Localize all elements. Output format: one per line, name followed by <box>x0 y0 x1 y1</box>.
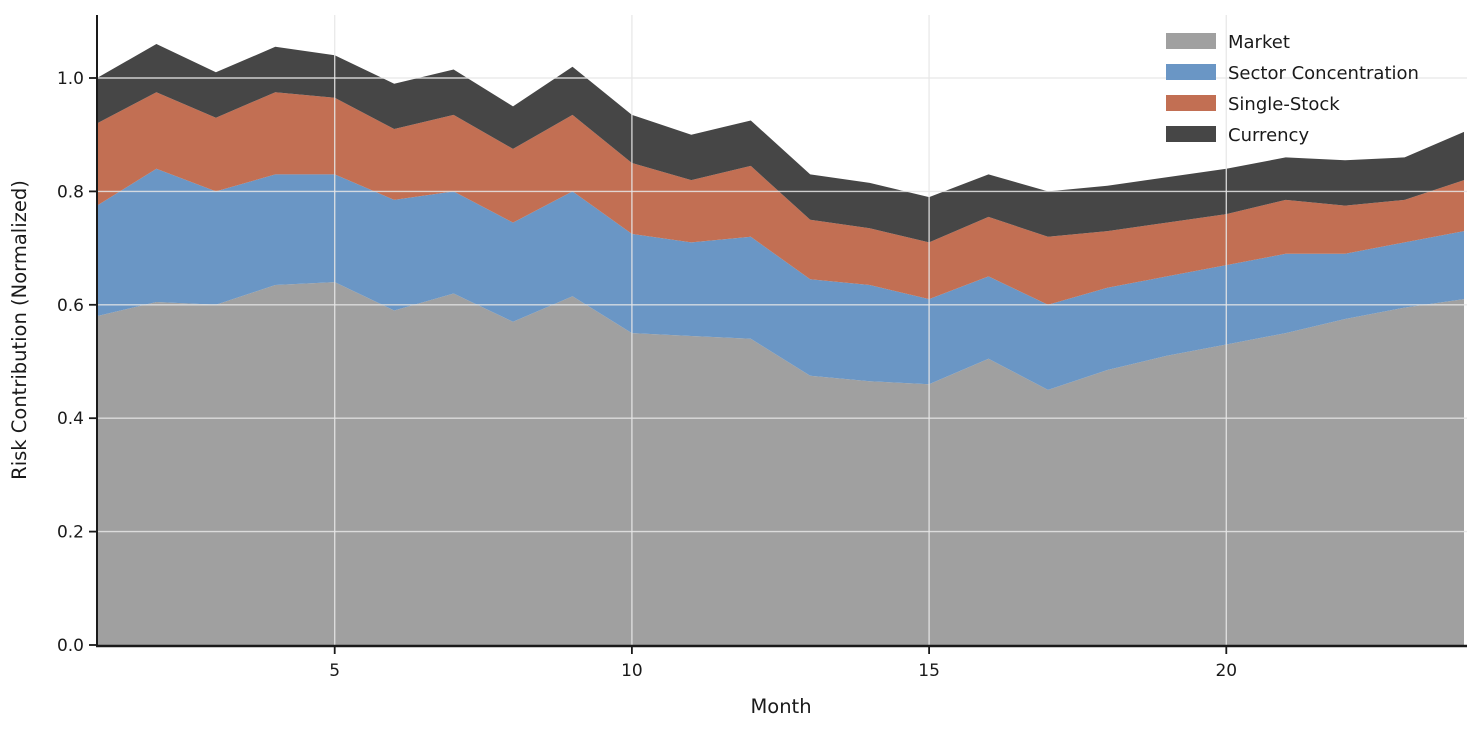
y-axis-label: Risk Contribution (Normalized) <box>8 180 31 480</box>
gridlines <box>97 15 1467 646</box>
legend-label-sector-concentration: Sector Concentration <box>1228 63 1419 84</box>
sector-concentration-swatch-icon <box>1166 64 1216 80</box>
y-tick-label: 0.6 <box>57 296 84 316</box>
currency-swatch-icon <box>1166 126 1216 142</box>
y-tick-label: 0.8 <box>57 182 84 202</box>
single-stock-area <box>97 92 1464 305</box>
tick-labels: 0.0 0.2 0.4 0.6 0.8 1.0 5 10 15 20 <box>57 69 1237 681</box>
y-tick-label: 0.0 <box>57 636 84 656</box>
currency-area <box>97 44 1464 243</box>
y-tick-label: 0.2 <box>57 523 84 543</box>
legend-item-single-stock: Single-Stock <box>1166 94 1340 115</box>
tick-marks <box>89 77 1228 654</box>
legend-item-sector-concentration: Sector Concentration <box>1166 63 1419 84</box>
axis-spines <box>96 15 1467 648</box>
market-area <box>97 282 1464 645</box>
area-layers <box>97 44 1464 645</box>
sector-concentration-area <box>97 168 1464 390</box>
y-tick-label: 1.0 <box>57 69 84 89</box>
market-swatch-icon <box>1166 33 1216 49</box>
x-tick-label: 10 <box>621 661 643 681</box>
legend-item-market: Market <box>1166 32 1290 53</box>
x-tick-label: 5 <box>329 661 340 681</box>
x-axis-label: Month <box>750 695 811 718</box>
legend-label-currency: Currency <box>1228 125 1309 146</box>
legend: Market Sector Concentration Single-Stock… <box>1166 32 1419 146</box>
x-tick-label: 15 <box>918 661 940 681</box>
single-stock-swatch-icon <box>1166 95 1216 111</box>
legend-label-single-stock: Single-Stock <box>1228 94 1340 115</box>
legend-item-currency: Currency <box>1166 125 1309 146</box>
x-tick-label: 20 <box>1215 661 1237 681</box>
y-tick-label: 0.4 <box>57 409 84 429</box>
legend-label-market: Market <box>1228 32 1290 53</box>
